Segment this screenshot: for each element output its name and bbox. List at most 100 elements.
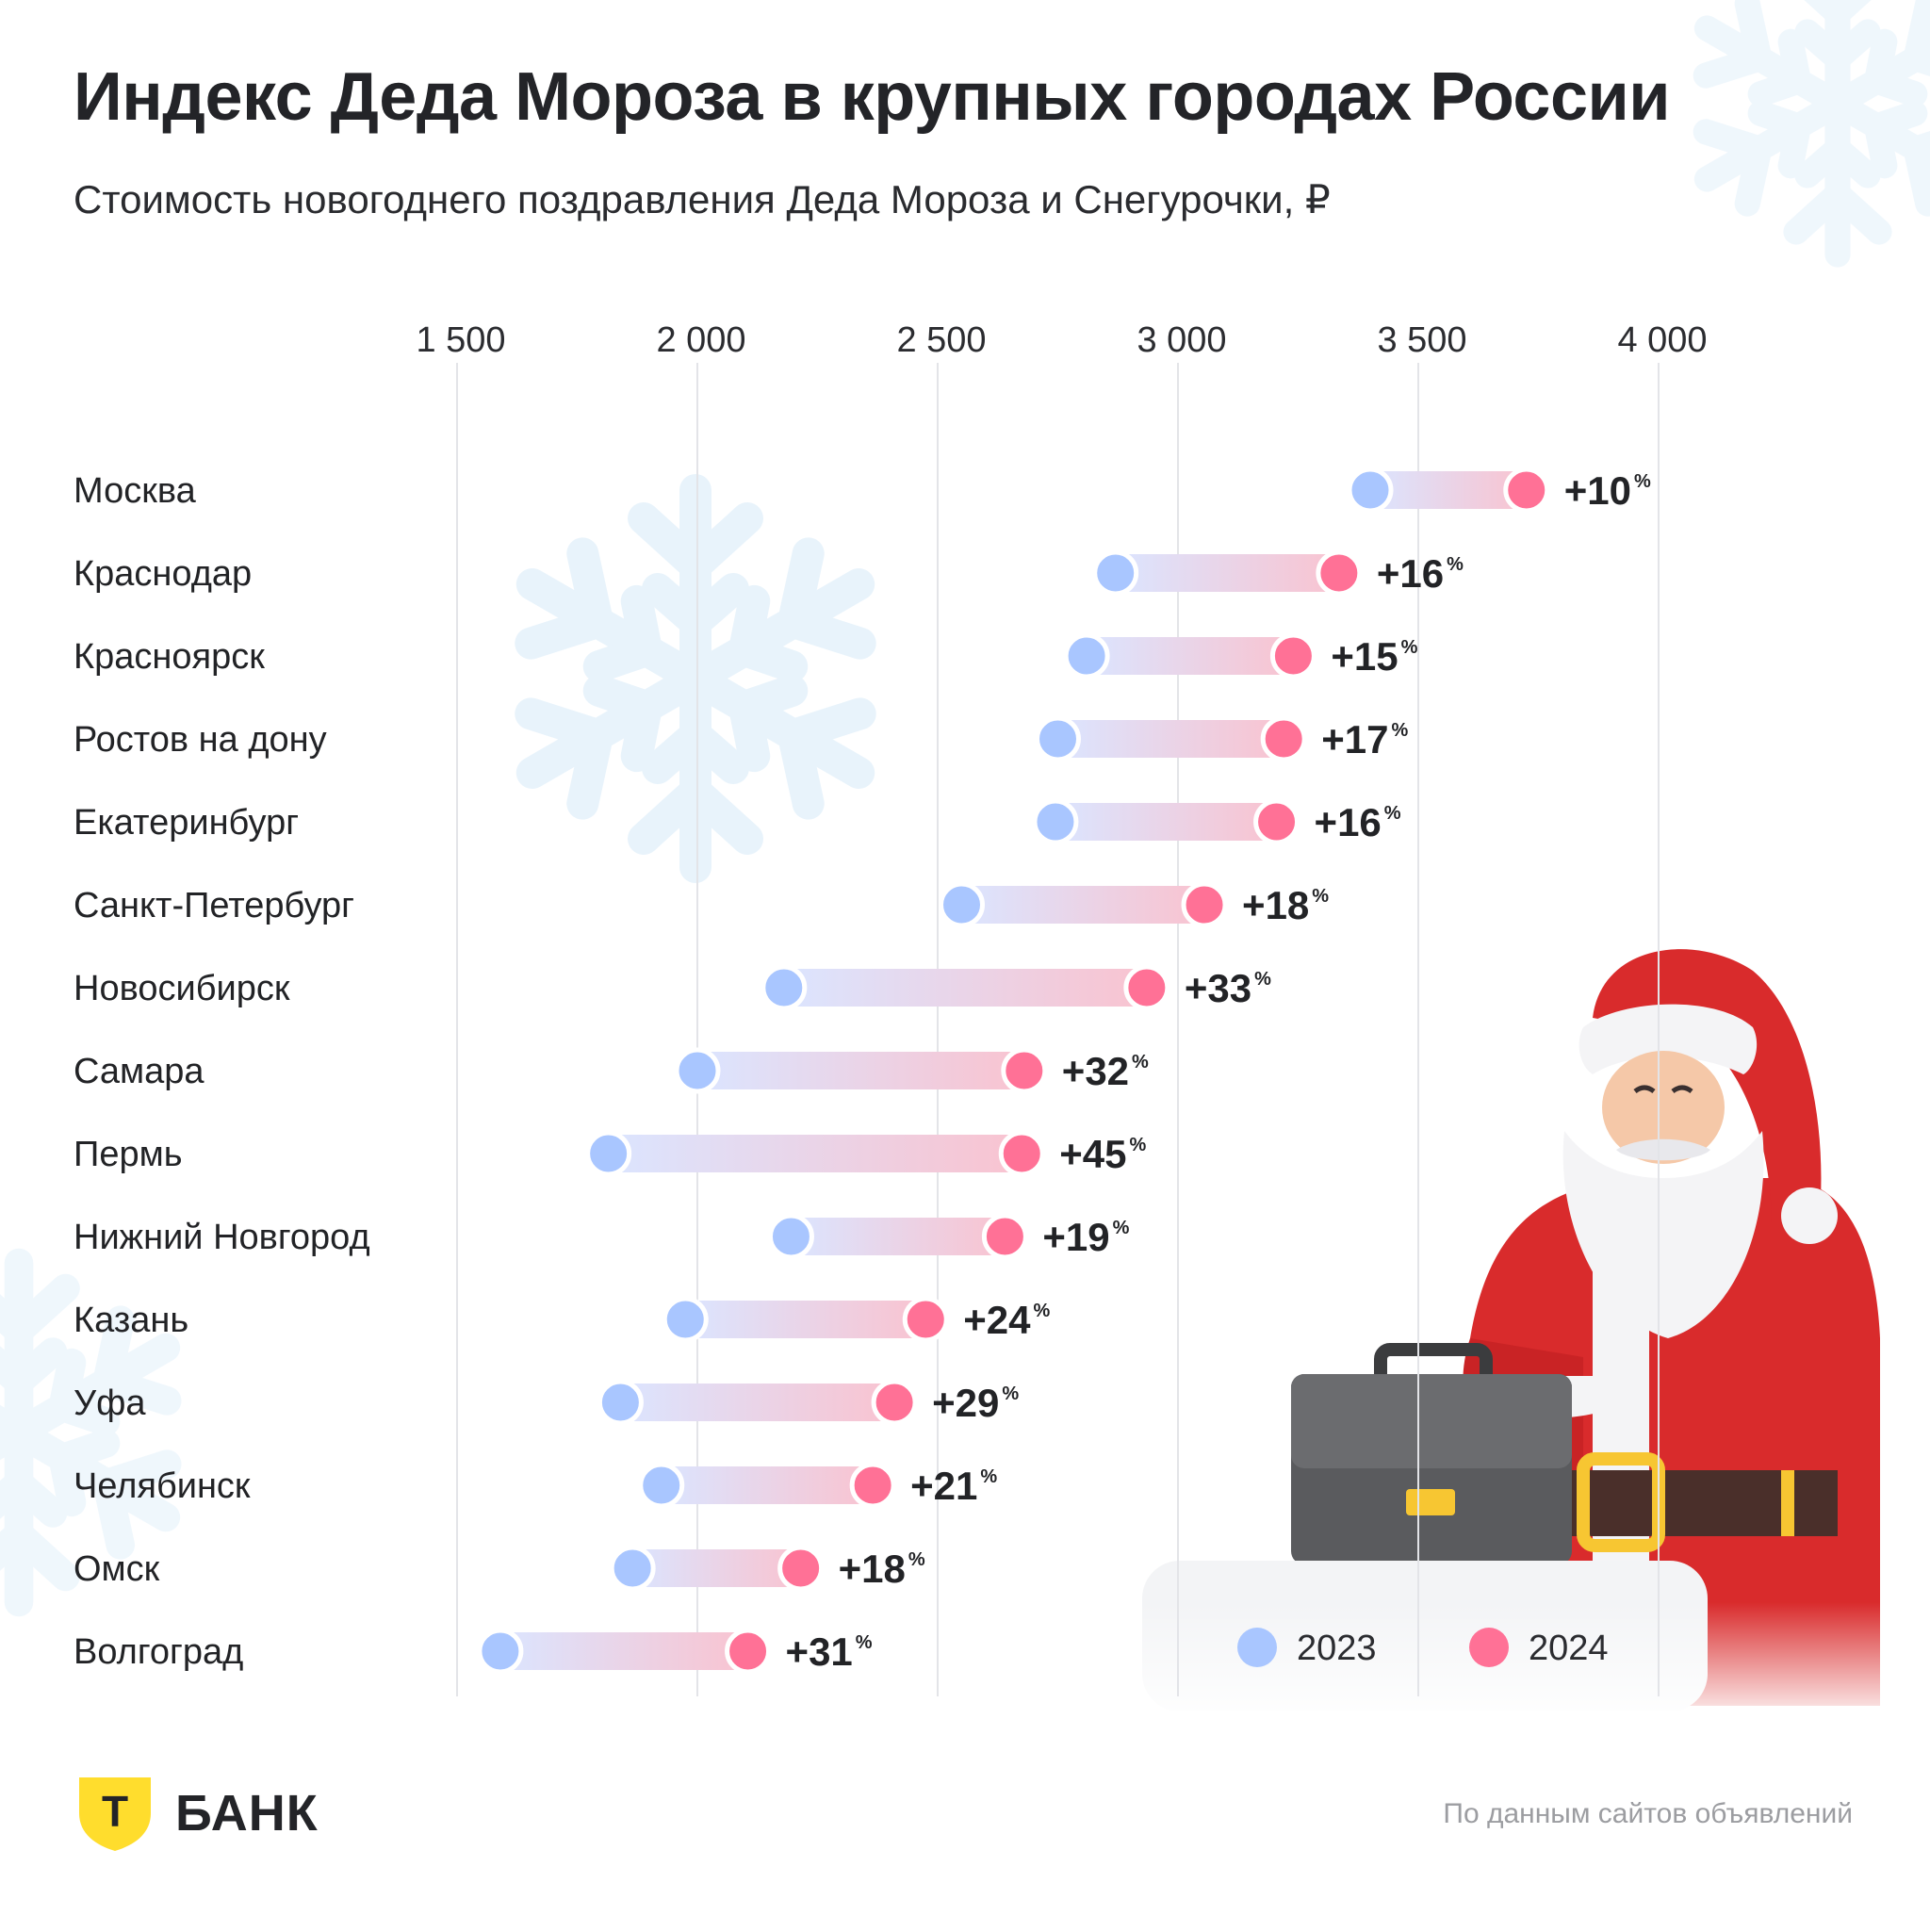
point-2024 <box>1269 632 1317 679</box>
city-label: Уфа <box>74 1384 146 1423</box>
city-label: Санкт-Петербург <box>74 886 354 925</box>
city-label: Челябинск <box>74 1466 251 1506</box>
change-label: +15% <box>1331 634 1417 679</box>
change-label: +29% <box>932 1381 1019 1425</box>
bank-logo: Т БАНК <box>75 1774 319 1853</box>
point-2023 <box>1032 798 1079 845</box>
city-row: Санкт-Петербург +18% <box>74 881 1329 928</box>
change-label: +45% <box>1059 1132 1146 1176</box>
range-bar <box>961 886 1205 924</box>
range-bar <box>1055 803 1277 841</box>
point-2023 <box>1063 632 1110 679</box>
city-row: Москва +10% <box>74 467 1651 514</box>
city-row: Волгоград +31% <box>74 1628 873 1675</box>
city-label: Волгоград <box>74 1632 243 1672</box>
point-2024 <box>1316 549 1363 597</box>
brand-name: БАНК <box>175 1785 319 1842</box>
range-bar <box>1370 471 1527 509</box>
svg-text:Т: Т <box>102 1787 128 1836</box>
x-tick-label: 3 000 <box>1137 320 1226 360</box>
x-tick-label: 1 500 <box>416 320 505 360</box>
change-label: +18% <box>839 1547 925 1591</box>
change-label: +10% <box>1564 468 1651 513</box>
range-bar <box>608 1135 1022 1172</box>
legend-marker-2023 <box>1237 1628 1277 1667</box>
point-2024 <box>725 1628 772 1675</box>
city-row: Пермь +45% <box>74 1130 1147 1177</box>
point-2023 <box>1347 467 1394 514</box>
city-row: Красноярск +15% <box>74 632 1418 679</box>
point-2024 <box>849 1462 896 1509</box>
point-2024 <box>1123 964 1170 1011</box>
legend-label-2023: 2023 <box>1297 1629 1377 1668</box>
change-label: +32% <box>1062 1049 1149 1093</box>
range-bar <box>499 1632 748 1670</box>
city-label: Новосибирск <box>74 969 290 1008</box>
city-label: Ростов на дону <box>74 720 327 760</box>
city-row: Челябинск +21% <box>74 1462 997 1509</box>
legend-marker-2024 <box>1469 1628 1509 1667</box>
range-bar <box>685 1301 926 1338</box>
point-2024 <box>981 1213 1028 1260</box>
range-bar <box>632 1549 801 1587</box>
chart-subtitle: Стоимость новогоднего поздравления Деда … <box>74 177 1331 221</box>
x-tick-label: 2 000 <box>656 320 745 360</box>
point-2024 <box>1181 881 1228 928</box>
range-bar <box>1087 637 1294 675</box>
city-label: Красноярск <box>74 637 265 677</box>
point-2023 <box>585 1130 632 1177</box>
point-2023 <box>638 1462 685 1509</box>
x-tick-label: 2 500 <box>896 320 986 360</box>
range-bar <box>1115 554 1339 592</box>
point-2023 <box>609 1545 656 1592</box>
point-2023 <box>761 964 808 1011</box>
city-label: Омск <box>74 1549 160 1589</box>
point-2024 <box>1503 467 1550 514</box>
point-2024 <box>1001 1047 1048 1094</box>
range-bar <box>620 1384 895 1421</box>
city-row: Уфа +29% <box>74 1379 1019 1426</box>
legend-label-2024: 2024 <box>1529 1629 1609 1668</box>
shield-logo-icon: Т <box>79 1777 151 1851</box>
city-row: Нижний Новгород +19% <box>74 1213 1130 1260</box>
change-label: +31% <box>786 1629 873 1674</box>
point-2024 <box>1260 715 1307 762</box>
city-row: Екатеринбург +16% <box>74 798 1401 845</box>
range-bar <box>661 1466 874 1504</box>
point-2023 <box>1092 549 1139 597</box>
change-label: +17% <box>1321 717 1408 761</box>
city-label: Самара <box>74 1052 204 1091</box>
city-label: Краснодар <box>74 554 252 594</box>
city-label: Пермь <box>74 1135 183 1174</box>
city-row: Самара +32% <box>74 1047 1149 1094</box>
change-label: +16% <box>1377 551 1464 596</box>
range-bar <box>791 1218 1006 1255</box>
city-row: Новосибирск +33% <box>74 964 1271 1011</box>
range-bar <box>697 1052 1024 1089</box>
city-row: Омск +18% <box>74 1545 925 1592</box>
range-bar <box>783 969 1147 1007</box>
source-note: По данным сайтов объявлений <box>1443 1798 1853 1829</box>
change-label: +16% <box>1315 800 1401 844</box>
city-label: Нижний Новгород <box>74 1218 370 1257</box>
point-2023 <box>477 1628 524 1675</box>
point-2023 <box>597 1379 644 1426</box>
city-label: Москва <box>74 471 197 511</box>
point-2024 <box>1253 798 1300 845</box>
city-row: Ростов на дону +17% <box>74 715 1408 762</box>
point-2024 <box>998 1130 1045 1177</box>
city-row: Краснодар +16% <box>74 549 1464 597</box>
point-2023 <box>1035 715 1081 762</box>
x-tick-label: 4 000 <box>1617 320 1707 360</box>
point-2023 <box>662 1296 709 1343</box>
change-label: +33% <box>1185 966 1271 1010</box>
point-2024 <box>777 1545 825 1592</box>
briefcase-icon <box>1291 1343 1572 1564</box>
chart-title: Индекс Деда Мороза в крупных городах Рос… <box>74 59 1671 135</box>
x-tick-label: 3 500 <box>1377 320 1466 360</box>
change-label: +19% <box>1042 1215 1129 1259</box>
point-2023 <box>939 881 985 928</box>
city-row: Казань +24% <box>74 1296 1051 1343</box>
